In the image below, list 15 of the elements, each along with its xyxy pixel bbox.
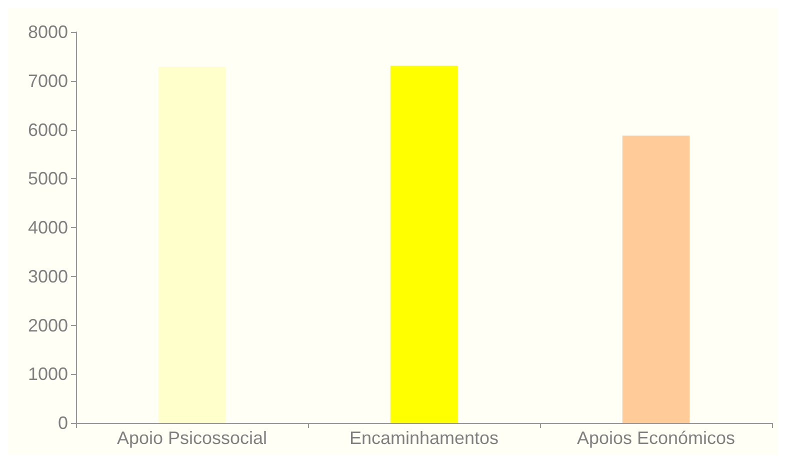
bar (390, 66, 458, 423)
y-tick-label: 4000 (28, 218, 68, 238)
y-tick-label: 2000 (28, 315, 68, 336)
y-tick-label: 6000 (28, 120, 68, 140)
bar (158, 66, 226, 423)
y-tick-label: 7000 (28, 70, 68, 91)
x-tick-label: Apoio Psicossocial (116, 428, 268, 448)
y-tick-label: 3000 (28, 266, 68, 286)
bar (622, 136, 690, 423)
y-tick-label: 5000 (28, 168, 68, 189)
x-tick-label: Apoios Económicos (576, 428, 736, 448)
y-tick-label: 0 (58, 413, 68, 433)
x-tick-label: Encaminhamentos (349, 428, 499, 448)
y-tick-label: 8000 (28, 22, 68, 42)
y-tick-label: 1000 (28, 364, 68, 384)
